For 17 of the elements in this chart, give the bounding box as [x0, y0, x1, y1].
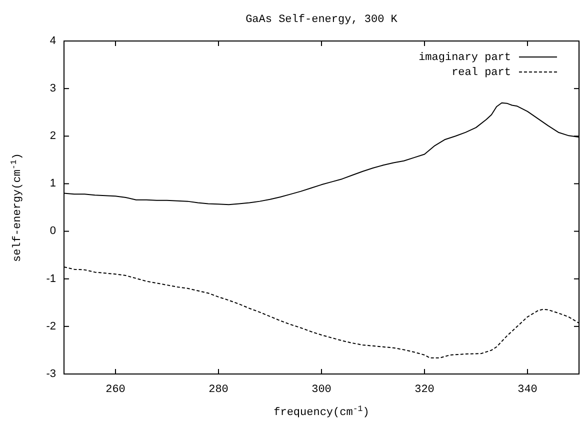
y-tick-label: -3 — [46, 368, 56, 380]
y-tick-label: 1 — [50, 178, 56, 190]
x-tick-label: 280 — [208, 384, 228, 396]
y-tick-label: -2 — [46, 320, 56, 332]
x-tick-label: 260 — [106, 384, 126, 396]
chart-title: GaAs Self-energy, 300 K — [246, 14, 398, 26]
y-tick-label: 0 — [50, 225, 56, 238]
x-tick-label: 320 — [414, 384, 434, 396]
y-tick-label: -1 — [46, 272, 56, 285]
x-tick-label: 340 — [518, 384, 538, 396]
x-axis-title: frequency(cm$^{-1}$) — [274, 404, 370, 419]
y-tick-label: 4 — [50, 34, 56, 47]
x-tick-label: 300 — [312, 384, 332, 396]
legend-label: real part — [452, 66, 511, 79]
y-tick-label: 2 — [50, 130, 56, 142]
y-tick-label: 3 — [50, 82, 56, 94]
legend-label: imaginary part — [418, 52, 511, 64]
